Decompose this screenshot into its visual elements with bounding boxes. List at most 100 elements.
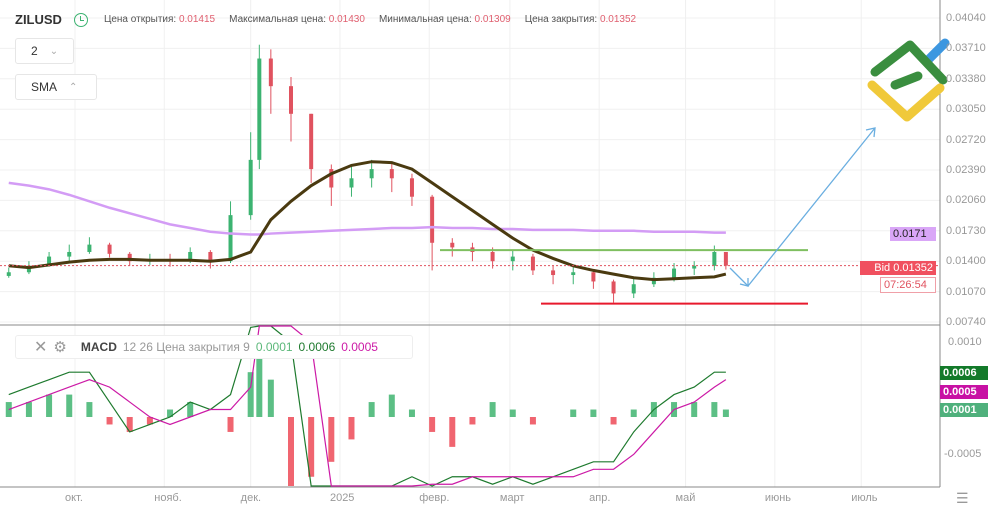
candle-body [268,58,273,87]
macd-histogram-bar [610,417,617,425]
candle-body [712,251,717,266]
candle-body [389,169,394,179]
macd-histogram-bar [86,402,93,417]
low-value: 0.01309 [474,14,511,25]
signal-line [8,325,727,487]
logo-stroke [870,40,948,85]
macd-histogram-bar [126,417,133,432]
price-tick-label: 0.03050 [946,103,986,116]
indicator-value: SMA [31,80,58,94]
macd-histogram-bar [167,409,174,417]
time-tick-label: февр. [419,492,450,504]
price-tick-label: 0.04040 [946,12,986,24]
candle-body [349,178,354,188]
price-tick-label: 0.01400 [946,255,986,268]
interval-dropdown[interactable]: 2 ⌄ [15,38,75,64]
logo-stroke [890,71,923,90]
candle-body [107,244,112,254]
time-tick-label: июль [851,492,878,504]
signal-value-tag: 0.0005 [940,385,988,399]
price-tick-label: 0.01730 [946,224,986,237]
macd-tick-label: -0.0005 [944,448,982,460]
interval-value: 2 [31,44,38,58]
sma-price-tag: 0.0171 [890,227,936,241]
bid-price-tag: Bid 0.01352 [860,261,936,275]
chart-header: ZILUSD Цена открытия: 0.01415 Максимальн… [15,12,650,27]
candle-body [127,253,132,262]
indicator-dropdown[interactable]: SMA ⌃ [15,74,97,100]
macd-histogram-bar [368,402,375,417]
price-tick-label: 0.03380 [946,72,986,85]
candle-body [551,270,556,276]
settings-sliders-icon[interactable]: ☰ [956,490,969,506]
candle-body [510,256,515,262]
price-tick-label: 0.00740 [946,316,986,328]
gear-icon[interactable]: ⚙ [53,339,67,356]
macd-histogram-bar [348,417,355,440]
price-tick-label: 0.02390 [946,164,986,176]
macd-histogram-bar [590,409,597,417]
arrow-head [739,278,749,287]
macd-histogram-bar [25,402,32,417]
candle-body [591,272,596,282]
candle-body [248,159,253,216]
candle-body [6,272,11,276]
time-tick-label: март [499,492,525,504]
macd-histogram-bar [469,417,476,425]
macd-tick-label: 0.0010 [948,336,982,348]
macd-histogram-bar [449,417,456,447]
macd-histogram-bar [247,372,254,417]
close-icon[interactable]: ✕ [34,339,48,356]
candle-body [611,281,616,294]
candle-body [208,251,213,262]
logo-stroke [867,80,945,122]
candle-body [309,113,314,170]
candle-body [329,169,334,188]
macd-histogram-bar [267,379,274,417]
price-tick-label: 0.02720 [946,133,986,146]
clock-icon[interactable] [73,12,88,27]
macd-histogram-bar [146,417,153,425]
macd-histogram-bar [388,394,395,417]
macd-histogram-bar [256,357,263,417]
candle-body [631,284,636,294]
symbol-name[interactable]: ZILUSD [15,12,62,27]
macd-histogram-bar [691,402,698,417]
candle-body [47,256,52,266]
high-value: 0.01430 [328,14,365,25]
time-tick-label: окт. [65,492,83,504]
macd-histogram-bar [308,417,315,477]
price-tick-label: 0.03710 [946,42,986,55]
time-tick-label: дек. [240,492,262,504]
time-tick-label: июнь [764,492,792,504]
time-tick-label: 2025 [329,492,355,504]
candle-body [692,265,697,269]
candle-body [430,196,435,243]
open-value: 0.01415 [178,14,216,25]
candle-body [571,272,576,276]
logo-stroke [923,38,950,65]
macd-histogram-bar [529,417,536,425]
macd-histogram-bar [66,394,73,417]
macd-histogram-bar [408,409,415,417]
macd-histogram-bar [328,417,335,462]
hist-value-tag: 0.0001 [940,403,988,417]
macd-histogram-bar [509,409,516,417]
candle-body [87,244,92,252]
price-tick-label: 0.01070 [946,285,986,298]
macd-histogram-bar [722,409,729,417]
time-tick-label: апр. [589,492,611,504]
candle-body [67,251,72,257]
close-value: 0.01352 [599,14,637,25]
open-label: Цена открытия: [103,14,177,25]
close-label: Цена закрытия: [524,14,598,25]
candle-body [228,215,233,262]
macd-line-value: 0.0006 [298,340,336,354]
sma-short-line [8,160,727,282]
macd-name: MACD [80,340,117,354]
macd-histogram-bar [711,402,718,417]
macd-histogram-bar [46,394,53,417]
arrow-head [865,127,876,138]
brand-logo [867,38,950,122]
